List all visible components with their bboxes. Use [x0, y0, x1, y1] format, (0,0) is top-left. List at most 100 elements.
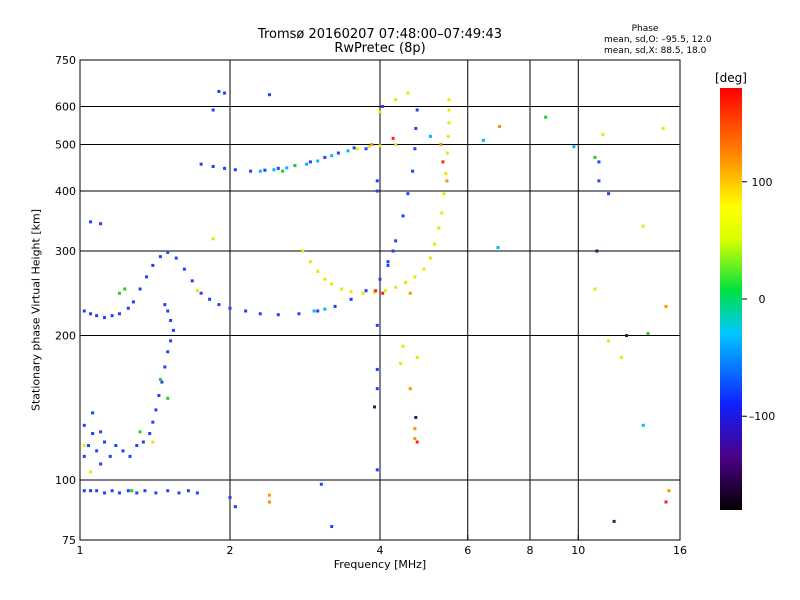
data-point [386, 263, 390, 267]
data-point [445, 179, 449, 183]
data-point [126, 306, 130, 310]
colorbar [720, 88, 742, 510]
x-tick-label: 6 [464, 544, 471, 557]
data-point [375, 387, 379, 391]
data-point [378, 144, 382, 148]
data-point [121, 449, 125, 453]
data-point [263, 168, 267, 172]
data-point [442, 192, 446, 196]
data-point [394, 285, 398, 289]
x-tick-label: 4 [377, 544, 384, 557]
colorbar-tick-label: 100 [752, 176, 773, 189]
data-point [135, 444, 139, 448]
data-point [249, 169, 253, 173]
data-point [370, 143, 374, 147]
data-point [361, 291, 365, 295]
data-point [95, 314, 99, 318]
data-point [166, 350, 170, 354]
data-point [481, 138, 485, 142]
data-point [177, 491, 181, 495]
data-point [89, 489, 93, 493]
data-point [607, 339, 611, 343]
data-point [154, 491, 158, 495]
data-point [117, 291, 121, 295]
data-point [160, 380, 164, 384]
data-point [367, 145, 371, 149]
data-point [114, 444, 118, 448]
data-point [82, 444, 86, 448]
data-point [95, 449, 99, 453]
data-point [169, 318, 173, 322]
data-point [414, 415, 418, 419]
data-point [272, 168, 276, 172]
data-point [439, 143, 443, 147]
data-point [285, 166, 289, 170]
data-point [440, 211, 444, 215]
data-point [572, 145, 576, 149]
data-point [190, 279, 194, 283]
data-point [312, 309, 316, 313]
data-point [171, 328, 175, 332]
data-point [130, 489, 134, 493]
data-point [89, 220, 93, 224]
data-point [151, 420, 155, 424]
x-tick-label: 2 [227, 544, 234, 557]
x-tick-label: 16 [673, 544, 687, 557]
data-point [82, 423, 86, 427]
data-point [267, 500, 271, 504]
data-points-layer [82, 89, 671, 529]
data-point [340, 287, 344, 291]
data-point [148, 432, 152, 436]
data-point [117, 312, 121, 316]
data-point [428, 134, 432, 138]
data-point [91, 432, 95, 436]
data-point [126, 489, 130, 493]
data-point [336, 151, 340, 155]
data-point [91, 411, 95, 415]
y-tick-label: 100 [55, 474, 76, 487]
data-point [386, 260, 390, 264]
data-point [95, 489, 99, 493]
data-point [223, 166, 227, 170]
phase-info-title: Phase [631, 24, 659, 34]
data-point [413, 147, 417, 151]
data-point [447, 98, 451, 102]
colorbar-tick-label: 0 [759, 293, 766, 306]
phase-info-x-mode: mean, sd,X: 88.5, 18.0 [604, 46, 707, 56]
data-point [217, 89, 221, 93]
data-point [103, 491, 107, 495]
data-point [186, 489, 190, 493]
data-point [154, 408, 158, 412]
data-point [607, 192, 611, 196]
data-point [364, 289, 368, 293]
data-point [267, 493, 271, 497]
data-point [364, 147, 368, 151]
data-point [293, 164, 297, 168]
chart-title: Tromsø 20160207 07:48:00–07:49:43 [257, 27, 503, 42]
data-point [373, 405, 377, 409]
data-point [233, 168, 237, 172]
data-point [308, 260, 312, 264]
data-point [276, 166, 280, 170]
data-point [664, 500, 668, 504]
data-point [349, 290, 353, 294]
data-point [195, 289, 199, 293]
data-point [258, 312, 262, 316]
data-point [378, 110, 382, 114]
data-point [447, 121, 451, 125]
data-point [422, 267, 426, 271]
colorbar-unit: [deg] [715, 71, 747, 85]
data-point [498, 125, 502, 129]
data-point [408, 291, 412, 295]
data-point [355, 147, 359, 151]
data-point [244, 309, 248, 313]
data-point [131, 300, 135, 304]
axis-ticks-layer: 1 2 4 6 8 10 16 75 100 200 300 400 500 600 750 [55, 54, 687, 557]
data-point [661, 126, 665, 130]
data-point [601, 132, 605, 136]
data-point [333, 304, 337, 308]
data-point [316, 309, 320, 313]
data-point [166, 309, 170, 313]
data-point [281, 169, 285, 173]
